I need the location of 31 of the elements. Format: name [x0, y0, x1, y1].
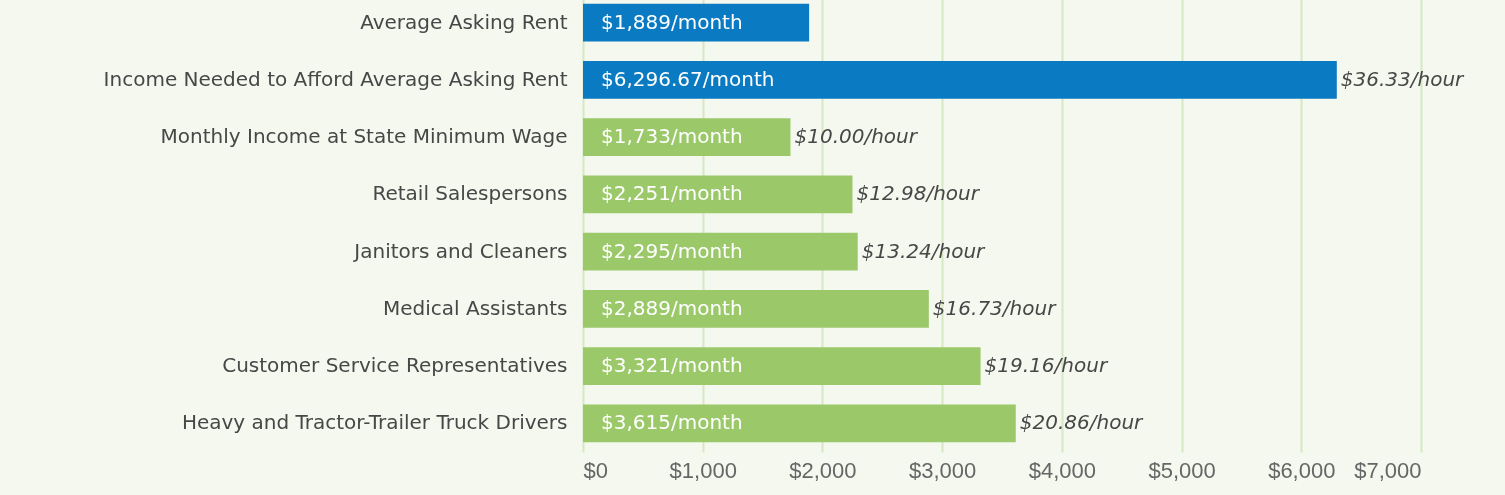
data-label: $3,615/month — [601, 410, 743, 435]
annotation: $12.98/hour — [856, 181, 981, 206]
annotation: $13.24/hour — [861, 238, 987, 263]
data-label: $6,296.67/month — [601, 66, 775, 91]
data-label: $1,889/month — [601, 9, 743, 34]
y-tick-label: Heavy and Tractor-Trailer Truck Drivers — [181, 410, 568, 435]
annotation: $10.00/hour — [794, 124, 919, 149]
data-label: $1,733/month — [601, 124, 743, 149]
y-tick-label: Medical Assistants — [382, 295, 568, 320]
y-tick-label: Average Asking Rent — [360, 9, 568, 34]
y-tick-label: Customer Service Representatives — [222, 353, 568, 378]
y-tick-label: Retail Salespersons — [372, 181, 568, 206]
x-tick-label: $0 — [583, 457, 608, 483]
annotation: $20.86/hour — [1019, 410, 1145, 435]
data-label: $2,295/month — [601, 238, 743, 263]
x-tick-label: $6,000 — [1268, 457, 1336, 483]
y-tick-label: Janitors and Cleaners — [352, 238, 568, 263]
x-tick-label: $7,000 — [1354, 457, 1422, 483]
x-tick-label: $4,000 — [1028, 457, 1097, 483]
annotation: $36.33/hour — [1340, 66, 1466, 91]
annotation: $19.16/hour — [984, 353, 1109, 378]
data-label: $2,889/month — [601, 295, 743, 320]
x-tick-label: $2,000 — [789, 457, 857, 483]
data-label: $2,251/month — [601, 181, 743, 206]
x-tick-label: $1,000 — [669, 457, 737, 483]
y-tick-label: Income Needed to Afford Average Asking Rent — [103, 66, 568, 91]
x-tick-label: $5,000 — [1148, 457, 1216, 483]
x-tick-label: $3,000 — [908, 457, 977, 483]
annotation: $16.73/hour — [932, 295, 1058, 320]
data-label: $3,321/month — [601, 353, 743, 378]
y-tick-label: Monthly Income at State Minimum Wage — [160, 124, 568, 149]
